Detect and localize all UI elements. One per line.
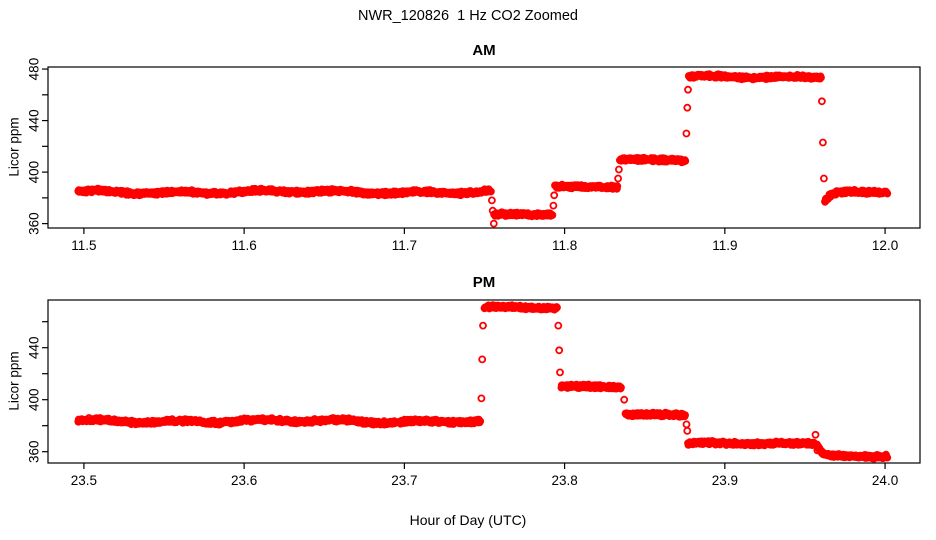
- x-tick-label: 23.6: [231, 473, 257, 488]
- x-tick-label: 23.9: [712, 473, 738, 488]
- x-axis-label: Hour of Day (UTC): [409, 512, 527, 528]
- plot-frame: [47, 299, 921, 464]
- x-tick-label: 11.9: [712, 238, 737, 253]
- am-data-points: [74, 70, 892, 228]
- y-tick-label: 400: [27, 388, 42, 411]
- chart-title: NWR_120826 1 Hz CO2 Zoomed: [357, 8, 578, 24]
- x-tick-label: 23.8: [551, 473, 577, 488]
- y-tick-label: 400: [27, 161, 42, 184]
- y-tick-label: 480: [27, 58, 42, 81]
- x-tick-label: 11.5: [71, 238, 96, 253]
- y-tick-label: 360: [27, 440, 42, 463]
- x-tick-label: 11.8: [552, 238, 577, 253]
- y-tick-label: 440: [27, 336, 42, 359]
- am-panel-title: AM: [472, 42, 496, 59]
- x-tick-label: 11.7: [392, 238, 417, 253]
- x-tick-label: 23.7: [391, 473, 417, 488]
- x-tick-label: 11.6: [231, 238, 256, 253]
- pm-data-points: [74, 301, 892, 463]
- y-tick-label: 440: [27, 109, 42, 132]
- pm-panel-title: PM: [472, 274, 496, 291]
- x-tick-label: 24.0: [872, 473, 898, 488]
- y-tick-label: 360: [27, 212, 42, 235]
- plot-frame: [47, 66, 921, 229]
- x-tick-label: 23.5: [71, 473, 97, 488]
- x-tick-label: 12.0: [872, 238, 898, 253]
